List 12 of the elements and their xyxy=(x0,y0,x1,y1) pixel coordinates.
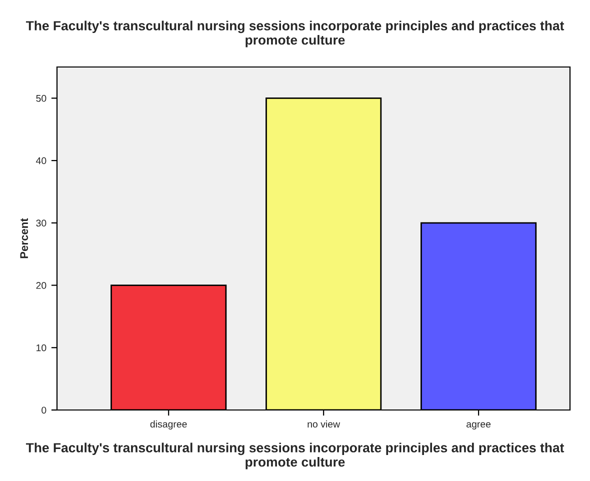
y-tick-label: 10 xyxy=(36,344,46,352)
chart-title: The Faculty's transcultural nursing sessions incorporate principles and practices that promote culture xyxy=(26,20,564,48)
y-tick-label: 50 xyxy=(36,94,46,102)
y-tick-label: 20 xyxy=(36,282,46,289)
x-axis-title: The Faculty's transcultural nursing sessions incorporate principles and practices that promote culture xyxy=(26,442,564,470)
x-tick-label: no view xyxy=(308,420,340,428)
y-tick-label: 40 xyxy=(36,157,46,164)
y-axis-title: Percent xyxy=(20,218,28,258)
x-tick-label: agree xyxy=(466,422,491,430)
x-tick-label: disagree xyxy=(150,420,187,430)
y-tick-label: 0 xyxy=(42,406,46,414)
y-tick-label: 30 xyxy=(36,220,46,227)
